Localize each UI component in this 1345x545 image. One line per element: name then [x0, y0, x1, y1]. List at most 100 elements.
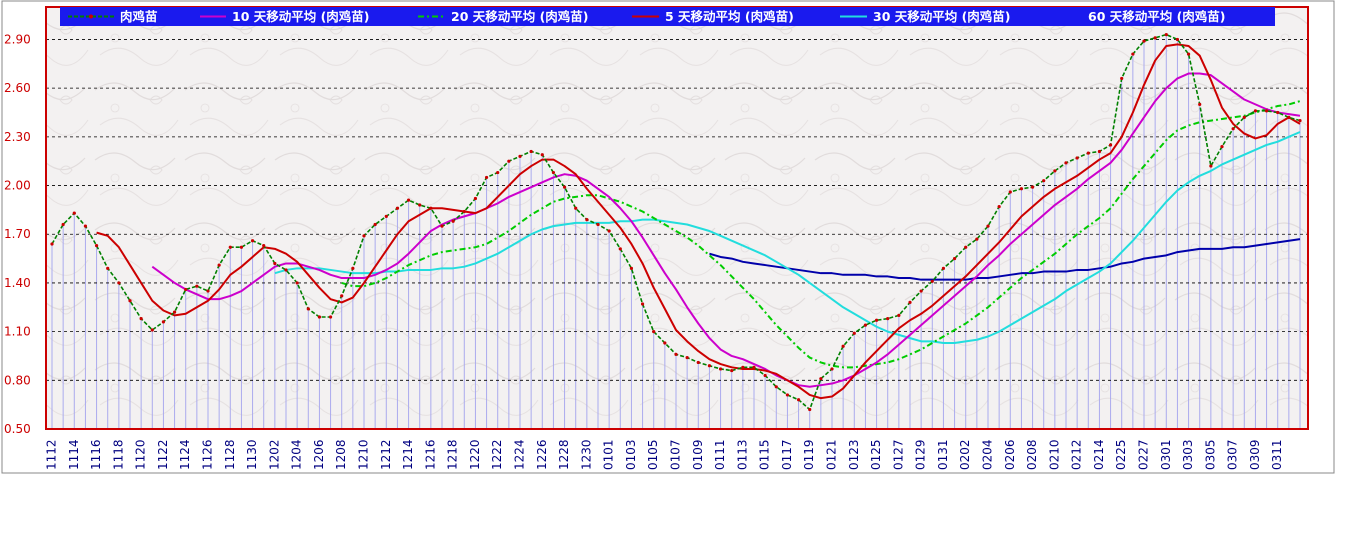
legend-label: 10 天移动平均 (肉鸡苗): [232, 9, 370, 24]
x-tick-label: 0305: [1203, 439, 1217, 470]
x-tick-label: 0309: [1248, 439, 1262, 470]
x-tick-label: 0113: [735, 439, 749, 470]
x-tick-label: 1214: [401, 439, 415, 470]
x-tick-label: 0103: [624, 439, 638, 470]
data-point: [1242, 115, 1246, 119]
x-tick-label: 1216: [423, 439, 437, 470]
x-tick-label: 1208: [334, 439, 348, 470]
plot-background: [46, 7, 1308, 429]
data-point: [1120, 76, 1124, 81]
data-point: [808, 407, 812, 412]
data-point: [195, 284, 199, 288]
data-point: [328, 315, 333, 319]
data-point: [1287, 115, 1291, 119]
data-point: [763, 373, 767, 378]
data-point: [250, 239, 255, 243]
data-point: [819, 377, 823, 381]
data-point: [1064, 161, 1068, 165]
legend-label: 5 天移动平均 (肉鸡苗): [665, 9, 794, 24]
x-tick-label: 1124: [178, 439, 192, 470]
y-tick-label: 2.00: [4, 179, 31, 193]
data-point: [440, 224, 444, 228]
data-point: [886, 317, 890, 321]
data-point: [1108, 143, 1113, 147]
x-tick-label: 1128: [223, 439, 237, 470]
data-point: [117, 281, 121, 285]
data-point: [1220, 144, 1224, 149]
data-point: [975, 237, 979, 241]
x-tick-label: 1126: [201, 439, 215, 470]
data-point: [1030, 185, 1035, 189]
x-tick-label: 0121: [825, 439, 839, 470]
x-tick-label: 1218: [446, 439, 460, 470]
data-point: [796, 398, 801, 402]
data-point: [1086, 151, 1090, 155]
data-point: [429, 206, 433, 210]
x-tick-label: 1222: [490, 439, 504, 470]
x-tick-label: 1228: [557, 439, 571, 470]
x-tick-label: 1130: [245, 439, 259, 470]
data-point: [1153, 36, 1157, 40]
x-tick-label: 1212: [379, 439, 393, 470]
legend-background: [60, 7, 1275, 26]
data-point: [1042, 179, 1046, 183]
data-point: [785, 393, 790, 397]
data-point: [418, 203, 422, 207]
data-point: [562, 185, 567, 189]
data-point: [919, 289, 923, 293]
x-tick-label: 0127: [891, 439, 905, 470]
x-tick-label: 0301: [1159, 439, 1173, 470]
data-point: [507, 159, 511, 163]
data-point: [1264, 109, 1269, 113]
series-line: [274, 131, 1301, 344]
y-tick-label: 2.30: [4, 130, 31, 144]
data-point: [94, 243, 99, 248]
legend-label: 20 天移动平均 (肉鸡苗): [451, 9, 589, 24]
data-point: [139, 317, 143, 321]
data-point: [228, 245, 232, 249]
x-tick-label: 1206: [312, 439, 326, 470]
series-markers: [50, 32, 1302, 412]
data-point: [1231, 127, 1235, 131]
data-point: [351, 266, 355, 270]
y-tick-label: 1.10: [4, 325, 31, 339]
data-point: [730, 368, 734, 373]
y-tick-label: 0.80: [4, 373, 31, 387]
x-tick-label: 1204: [290, 439, 304, 470]
data-point: [1175, 37, 1180, 42]
x-tick-label: 0101: [602, 439, 616, 470]
data-point: [685, 355, 689, 360]
data-point: [774, 385, 778, 389]
data-point: [574, 206, 578, 210]
data-point: [964, 245, 968, 249]
data-point: [830, 367, 834, 371]
data-point: [1131, 52, 1135, 56]
y-axis-ticks: 0.50 0.80 1.10 1.40 1.70 2.00 2.30 2.60 2.90: [4, 32, 31, 436]
x-axis-ticks: 1112 1114 1116 1118 1120 1122 1124 1126 1128 1130…: [45, 439, 1285, 470]
data-point: [217, 263, 221, 267]
x-tick-label: 0129: [914, 439, 928, 470]
data-point: [362, 234, 366, 238]
data-point: [640, 302, 645, 306]
data-point: [1019, 187, 1024, 191]
data-point: [1164, 32, 1168, 37]
x-tick-label: 0210: [1047, 439, 1061, 470]
x-tick-label: 0105: [646, 439, 660, 470]
x-tick-label: 1202: [267, 439, 281, 470]
data-point: [930, 279, 934, 283]
data-point: [841, 344, 845, 348]
series-line: [709, 238, 1301, 281]
x-tick-label: 1230: [579, 439, 593, 470]
data-point: [529, 149, 533, 154]
data-point: [752, 365, 756, 369]
data-point: [273, 261, 277, 266]
x-tick-label: 1116: [89, 439, 103, 470]
series-line: [151, 72, 1301, 388]
data-point: [908, 300, 912, 304]
data-point: [128, 299, 132, 303]
chart-legend: 肉鸡苗 10 天移动平均 (肉鸡苗) 20 天移动平均 (肉鸡苗) 5 天移动平均 (…: [60, 7, 1275, 26]
data-point: [607, 229, 611, 233]
data-point: [596, 222, 600, 227]
legend-swatch-marker: [89, 14, 93, 19]
